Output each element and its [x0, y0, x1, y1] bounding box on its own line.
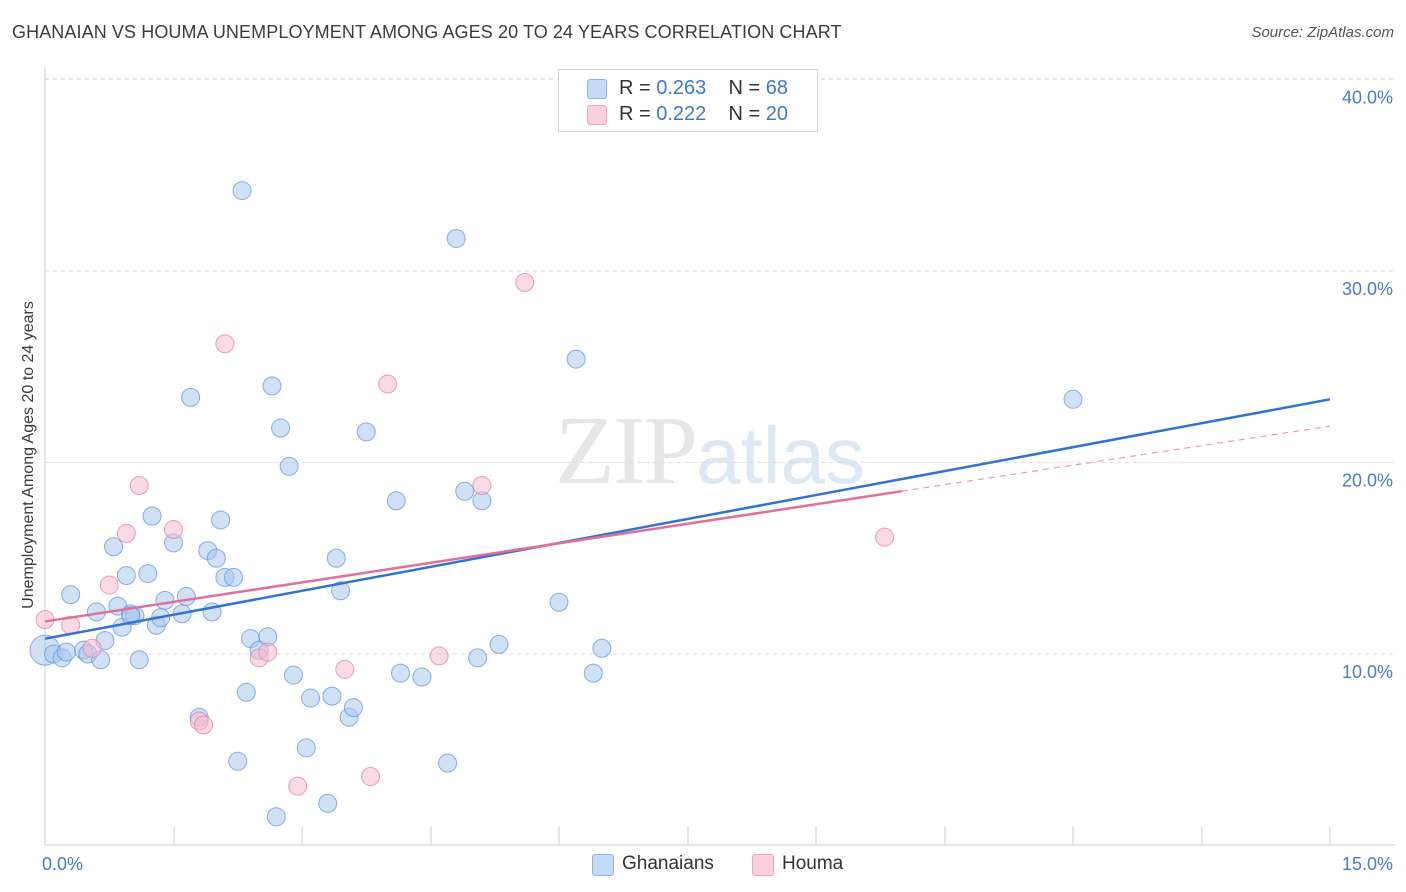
y-tick-label: 10.0% [1342, 662, 1393, 682]
data-point-ghanaians [386, 491, 406, 511]
data-point-ghanaians [592, 638, 612, 658]
data-point-ghanaians [391, 663, 411, 683]
data-point-ghanaians [566, 349, 586, 369]
chart-title: GHANAIAN VS HOUMA UNEMPLOYMENT AMONG AGE… [12, 22, 842, 42]
trend-line-houma [44, 489, 902, 623]
trend-line-houma-extension [901, 425, 1331, 492]
data-point-ghanaians [326, 548, 346, 568]
data-point-houma [472, 475, 492, 495]
data-point-houma [875, 527, 895, 547]
data-point-ghanaians [438, 753, 458, 773]
y-tick-label: 30.0% [1342, 279, 1393, 299]
bottom-legend-label-houma: Houma [782, 853, 844, 874]
bottom-legend-swatch-ghanaians [592, 854, 614, 876]
bottom-legend-swatch-houma [752, 854, 774, 876]
y-tick-label: 40.0% [1342, 88, 1393, 108]
data-point-ghanaians [583, 663, 603, 683]
data-point-ghanaians [489, 634, 509, 654]
data-point-houma [129, 475, 149, 495]
data-point-houma [116, 523, 136, 543]
data-point-ghanaians [283, 665, 303, 685]
source-label: Source: ZipAtlas.com [1251, 24, 1394, 41]
data-point-ghanaians [412, 667, 432, 687]
data-point-ghanaians [322, 686, 342, 706]
data-point-ghanaians [116, 565, 136, 585]
data-point-ghanaians [121, 606, 141, 626]
bottom-legend-label-ghanaians: Ghanaians [622, 853, 714, 874]
data-point-ghanaians [356, 422, 376, 442]
data-point-ghanaians [446, 228, 466, 248]
data-point-ghanaians [232, 181, 252, 201]
legend-n-value: 20 [765, 103, 789, 125]
data-point-ghanaians [61, 585, 81, 605]
watermark: ZIPatlas [555, 395, 865, 507]
legend-n-value: 68 [765, 77, 789, 99]
data-point-ghanaians [211, 510, 231, 530]
data-point-ghanaians [262, 376, 282, 396]
data-point-houma [515, 272, 535, 292]
data-point-houma [258, 642, 278, 662]
data-point-ghanaians [138, 564, 158, 584]
data-point-ghanaians [301, 688, 321, 708]
correlation-legend: R = 0.263 N = 68 R = 0.222 N = 20 [558, 69, 818, 132]
data-point-houma [164, 520, 183, 540]
series-houma-points [35, 272, 895, 796]
data-point-ghanaians [181, 387, 201, 407]
data-point-houma [193, 715, 213, 735]
legend-swatch-houma [587, 105, 607, 125]
legend-n-label: N = [728, 103, 766, 125]
gridlines [45, 77, 1395, 655]
data-point-ghanaians [129, 650, 149, 670]
data-point-ghanaians [318, 793, 338, 813]
data-point-ghanaians [296, 738, 316, 758]
data-point-houma [335, 659, 355, 679]
data-point-houma [82, 638, 102, 658]
data-point-houma [378, 374, 398, 394]
x-tick-label: 15.0% [1342, 854, 1393, 874]
data-point-houma [429, 646, 449, 666]
legend-r-value: 0.222 [656, 103, 707, 125]
axes [44, 67, 1395, 846]
watermark-atlas: atlas [696, 411, 865, 500]
data-point-ghanaians [236, 682, 256, 702]
data-point-ghanaians [271, 418, 291, 438]
data-point-houma [215, 334, 235, 354]
legend-swatch-ghanaians [587, 79, 607, 99]
data-point-ghanaians [1063, 389, 1083, 409]
data-point-ghanaians [343, 698, 363, 718]
legend-r-label: R = [619, 77, 657, 99]
y-tick-label: 20.0% [1342, 471, 1393, 491]
data-point-ghanaians [279, 456, 299, 476]
trend-lines [44, 398, 1331, 640]
tick-labels: 10.0% 20.0% 30.0% 40.0% 0.0% 15.0% [42, 88, 1393, 875]
data-point-ghanaians [223, 567, 243, 587]
data-point-ghanaians [455, 481, 475, 501]
legend-r-label: R = [619, 103, 657, 125]
data-point-houma [99, 575, 119, 595]
trend-line-ghanaians [44, 398, 1331, 640]
data-point-ghanaians [331, 581, 351, 601]
data-point-ghanaians [468, 648, 488, 668]
data-point-houma [288, 776, 308, 796]
data-point-ghanaians [176, 587, 196, 607]
data-point-ghanaians [155, 590, 175, 610]
series-ghanaians-points [29, 181, 1083, 827]
watermark-zip: ZIP [555, 397, 698, 505]
legend-r-value: 0.263 [656, 77, 707, 99]
data-point-ghanaians [549, 592, 569, 612]
x-tick-label: 0.0% [42, 854, 83, 874]
data-point-ghanaians [142, 506, 162, 526]
legend-n-label: N = [728, 77, 766, 99]
data-point-ghanaians [104, 537, 124, 557]
data-point-ghanaians [266, 807, 286, 827]
data-point-ghanaians [56, 642, 76, 662]
data-point-houma [361, 767, 381, 787]
data-point-ghanaians [228, 751, 248, 771]
y-axis-label: Unemployment Among Ages 20 to 24 years [20, 301, 37, 609]
data-point-ghanaians [206, 548, 226, 568]
